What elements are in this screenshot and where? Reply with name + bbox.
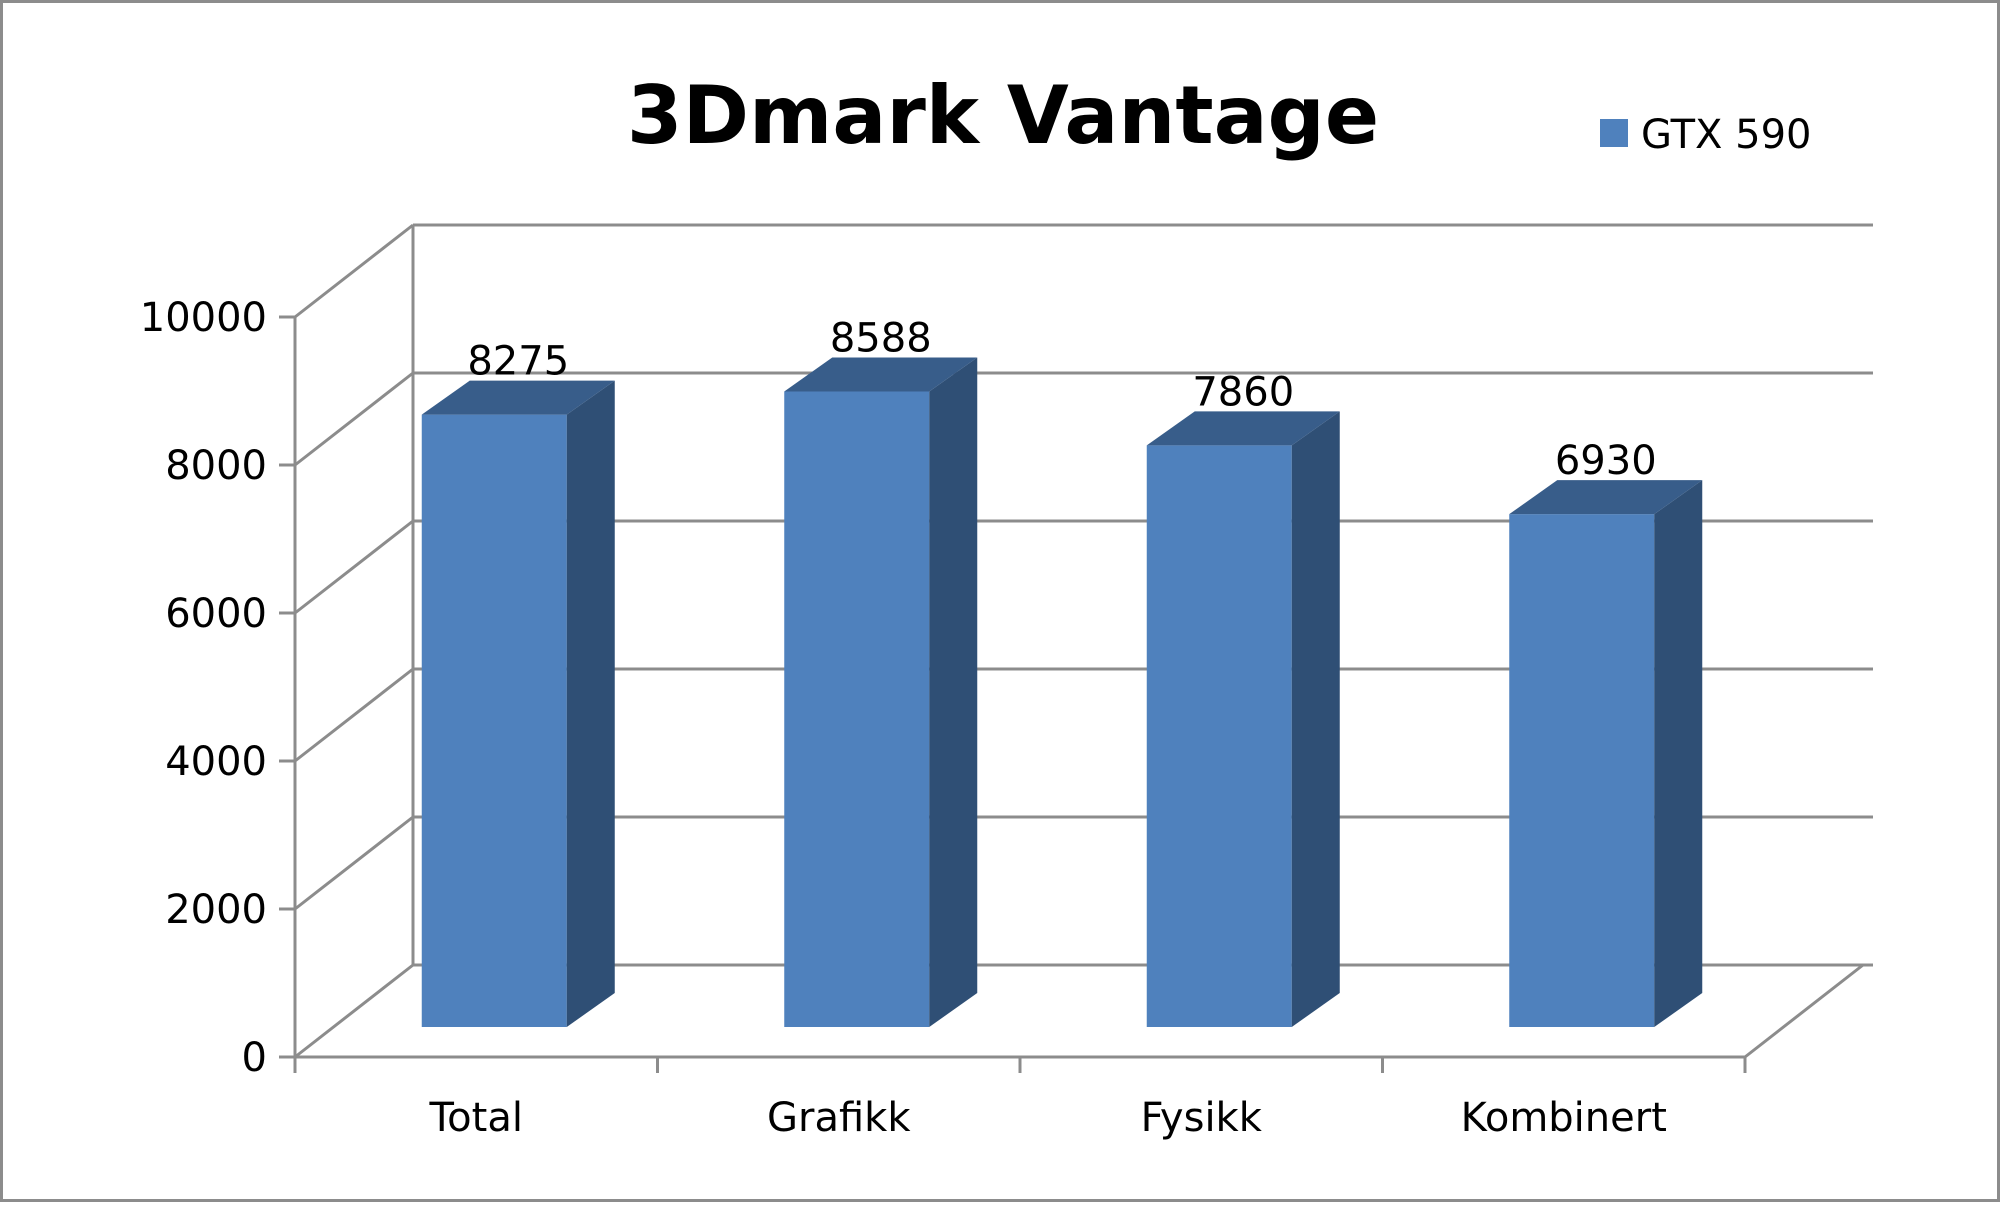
side-gridline-0 bbox=[294, 963, 414, 1059]
legend-swatch-gtx-590 bbox=[1600, 119, 1628, 147]
data-label-total: 8275 bbox=[467, 339, 569, 385]
y-tick-label-10000: 10000 bbox=[140, 295, 267, 341]
data-label-fysikk: 7860 bbox=[1192, 369, 1294, 415]
bar-kombinert-top bbox=[1509, 480, 1703, 515]
chart-svg: 3Dmark Vantage GTX 590 0 2000 4000 6000 8000… bbox=[140, 69, 1873, 1141]
bar-kombinert-front bbox=[1509, 514, 1655, 1027]
axes: 0 2000 4000 6000 8000 10000 Total Grafikk Fysikk… bbox=[140, 295, 1864, 1141]
data-labels: 8275 8588 7860 6930 bbox=[467, 315, 1656, 484]
legend-label-gtx-590: GTX 590 bbox=[1641, 112, 1811, 158]
x-tick-label-grafikk: Grafikk bbox=[767, 1095, 911, 1141]
x-tick-label-kombinert: Kombinert bbox=[1461, 1095, 1667, 1141]
bar-total-front bbox=[421, 414, 567, 1027]
floor-right-edge bbox=[1744, 963, 1864, 1059]
bar-total-side bbox=[566, 380, 615, 1027]
bar-grafikk-top bbox=[784, 357, 978, 392]
bar-total-top bbox=[421, 380, 615, 415]
x-tick-label-total: Total bbox=[429, 1095, 523, 1141]
side-gridline-10000 bbox=[294, 223, 414, 319]
bar-fysikk-top bbox=[1146, 411, 1340, 446]
bar-grafikk-front bbox=[784, 391, 930, 1027]
side-gridline-8000 bbox=[294, 371, 414, 467]
y-tick-label-8000: 8000 bbox=[165, 443, 267, 489]
side-gridline-4000 bbox=[294, 667, 414, 763]
chart-title: 3Dmark Vantage bbox=[627, 69, 1379, 162]
data-label-kombinert: 6930 bbox=[1555, 438, 1657, 484]
bar-fysikk-side bbox=[1291, 411, 1340, 1027]
y-tick-label-4000: 4000 bbox=[165, 739, 267, 785]
bars bbox=[421, 357, 1703, 1027]
legend: GTX 590 bbox=[1600, 112, 1811, 158]
bar-fysikk-front bbox=[1146, 445, 1292, 1027]
y-tick-label-0: 0 bbox=[242, 1035, 267, 1081]
gridlines bbox=[294, 223, 1873, 1059]
side-gridline-2000 bbox=[294, 815, 414, 911]
y-tick-label-6000: 6000 bbox=[165, 591, 267, 637]
data-label-grafikk: 8588 bbox=[830, 315, 932, 361]
x-tick-label-fysikk: Fysikk bbox=[1141, 1095, 1263, 1141]
bar-kombinert bbox=[1509, 480, 1703, 1027]
bar-grafikk-side bbox=[929, 357, 978, 1027]
y-tick-label-2000: 2000 bbox=[165, 887, 267, 933]
side-gridline-6000 bbox=[294, 519, 414, 615]
bar-total bbox=[421, 380, 615, 1027]
bar-fysikk bbox=[1146, 411, 1340, 1027]
bar-grafikk bbox=[784, 357, 978, 1027]
bar-kombinert-side bbox=[1654, 480, 1703, 1027]
